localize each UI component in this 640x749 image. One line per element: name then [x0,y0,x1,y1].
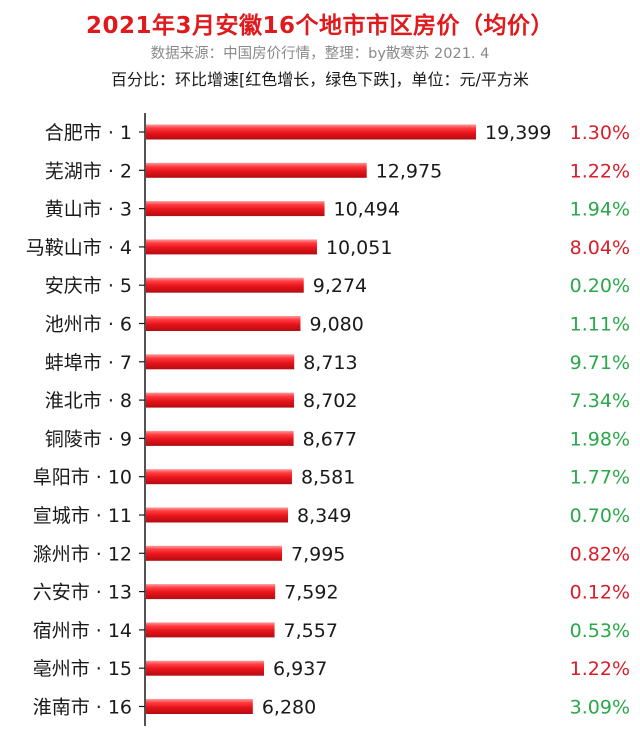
category-label: 合肥市 · 1 [45,122,132,144]
category-label: 马鞍山市 · 4 [26,237,132,259]
growth-label: 1.22% [570,160,630,182]
bar [146,316,301,331]
growth-label: 0.20% [570,275,630,297]
bar [146,201,325,217]
bar [146,545,283,561]
bar [146,622,275,638]
category-label: 芜湖市 · 2 [45,160,132,182]
bar [146,354,295,370]
value-label: 6,280 [262,697,316,719]
value-label: 10,494 [334,199,400,221]
category-label: 淮南市 · 16 [33,697,132,719]
category-label: 滁州市 · 12 [33,543,132,565]
bar [146,507,289,523]
chart-subtitle: 数据来源：中国房价行情，整理：by散寒苏 2021. 4 [150,46,490,62]
bar [146,124,476,140]
growth-label: 8.04% [570,237,630,259]
category-label: 池州市 · 6 [45,314,132,336]
category-label: 铜陵市 · 9 [45,428,132,450]
chart-note: 百分比：环比增速[红色增长，绿色下跌]，单位：元/平方米 [111,70,529,89]
value-label: 12,975 [376,160,442,182]
category-label: 宣城市 · 11 [33,505,132,527]
value-label: 9,080 [309,314,363,336]
category-label: 安庆市 · 5 [45,275,132,297]
growth-label: 0.12% [570,582,630,604]
value-label: 7,557 [284,620,338,642]
category-label: 淮北市 · 8 [45,390,132,412]
growth-label: 0.53% [570,620,630,642]
category-label: 六安市 · 13 [33,582,132,604]
value-label: 8,713 [303,352,357,374]
growth-label: 9.71% [570,352,630,374]
value-label: 8,702 [303,390,357,412]
bar [146,430,294,446]
growth-label: 1.11% [570,314,630,336]
growth-label: 1.98% [570,428,630,450]
value-label: 7,995 [291,543,345,565]
value-label: 7,592 [284,582,338,604]
value-label: 10,051 [326,237,392,259]
bar [146,392,295,408]
chart-title: 2021年3月安徽16个地市市区房价（均价） [85,13,555,39]
bar [146,277,304,293]
value-label: 8,349 [297,505,351,527]
growth-label: 0.70% [570,505,630,527]
growth-label: 0.82% [570,543,630,565]
growth-label: 1.30% [570,122,630,144]
value-label: 8,581 [301,467,355,489]
value-label: 6,937 [273,658,327,680]
growth-label: 3.09% [570,697,630,719]
bar [146,699,253,714]
category-label: 阜阳市 · 10 [33,467,132,489]
value-label: 8,677 [303,428,357,450]
growth-label: 1.22% [570,658,630,680]
category-label: 蚌埠市 · 7 [45,352,132,374]
value-label: 9,274 [313,275,367,297]
value-label: 19,399 [485,122,551,144]
bar [146,469,292,485]
growth-label: 1.77% [570,467,630,489]
bar [146,162,367,178]
bar [146,660,265,676]
growth-label: 7.34% [570,390,630,412]
category-label: 亳州市 · 15 [33,658,132,680]
category-label: 黄山市 · 3 [45,199,132,221]
category-label: 宿州市 · 14 [33,620,132,642]
bar [146,239,317,255]
growth-label: 1.94% [570,199,630,221]
bar [146,584,276,600]
